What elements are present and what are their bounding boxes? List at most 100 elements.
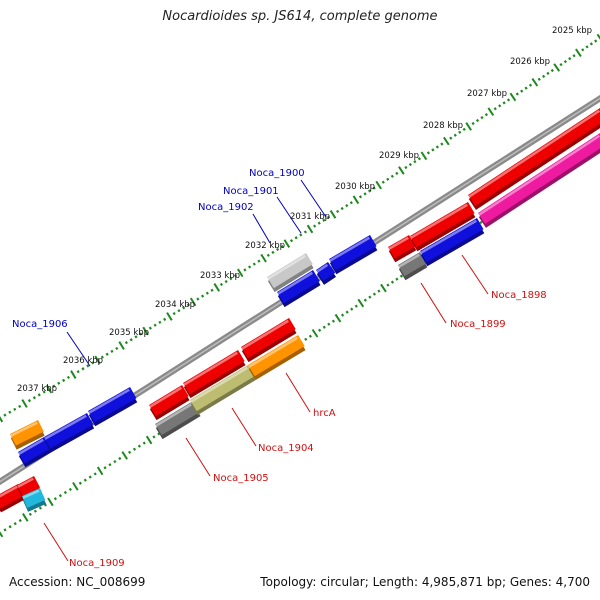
noca-1902-label[interactable]: Noca_1902 — [198, 202, 254, 213]
noca-1899-leader — [420, 282, 447, 324]
noca-1906-label[interactable]: Noca_1906 — [12, 319, 68, 330]
inner-tick — [350, 307, 354, 311]
gene-hrca[interactable] — [248, 335, 306, 381]
hrca-label[interactable]: hrcA — [313, 408, 336, 419]
outer-tick — [317, 221, 321, 225]
outer-tick — [27, 399, 32, 403]
outer-tick — [196, 297, 200, 301]
noca-1902-leader — [252, 213, 271, 244]
inner-tick — [118, 456, 122, 461]
outer-tick — [435, 145, 439, 149]
inner-tick — [368, 295, 372, 299]
noca-1900-leader — [300, 179, 327, 218]
noca-1899-label[interactable]: Noca_1899 — [450, 319, 506, 330]
scale-label: 2035 kbp — [109, 328, 149, 338]
outer-tick — [594, 39, 598, 43]
inner-tick — [137, 444, 141, 448]
gene-noca-1906-b[interactable] — [44, 413, 95, 453]
inner-tick — [479, 220, 483, 225]
outer-tick — [426, 151, 430, 155]
gene-inner-red-c[interactable] — [241, 318, 297, 363]
outer-tick — [186, 303, 190, 307]
inner-tick — [377, 289, 381, 293]
noca-1900-label[interactable]: Noca_1900 — [249, 168, 305, 179]
inner-tick — [390, 280, 395, 284]
noca-1901-leader — [276, 196, 302, 234]
noca-1909-leader — [43, 522, 69, 562]
outer-tick — [237, 268, 244, 278]
outer-tick — [21, 399, 28, 408]
gene-outer-red-c[interactable] — [468, 108, 600, 210]
outer-tick — [349, 201, 353, 205]
inner-tick — [96, 466, 104, 476]
inner-tick — [28, 512, 32, 516]
gene-inner-red-a[interactable] — [149, 385, 190, 421]
inner-tick — [304, 337, 308, 341]
outer-tick — [404, 165, 408, 170]
scale-label: 2027 kbp — [467, 89, 507, 99]
inner-tick — [121, 451, 128, 460]
inner-tick — [334, 313, 342, 323]
outer-tick — [86, 364, 90, 368]
inner-tick — [33, 509, 37, 513]
inner-tick — [0, 531, 4, 538]
outer-tick — [443, 136, 450, 146]
genes-label: Genes: — [509, 575, 552, 589]
inner-tick — [132, 447, 137, 451]
genome-stats: Topology: circular; Length: 4,985,871 bp… — [260, 575, 590, 589]
inner-tick — [318, 328, 322, 332]
gene-noca-1905[interactable] — [155, 401, 201, 440]
outer-tick — [553, 63, 561, 72]
inner-tick — [58, 494, 62, 498]
outer-tick — [502, 101, 506, 105]
gene-noca-1898[interactable] — [478, 133, 600, 228]
gene-noca-1900[interactable] — [329, 235, 378, 275]
outer-tick — [493, 107, 497, 111]
hrca-leader — [285, 372, 311, 413]
outer-tick — [8, 410, 12, 414]
gene-red-bottom-a[interactable] — [0, 484, 25, 513]
gene-noca-1906-c[interactable] — [88, 387, 138, 427]
gene-outer-red-b[interactable] — [410, 202, 476, 252]
noca-1901-label[interactable]: Noca_1901 — [223, 186, 279, 197]
accession-label: Accession: — [9, 575, 73, 589]
outer-tick — [509, 92, 517, 102]
outer-tick — [568, 57, 572, 61]
scale-label: 2031 kbp — [290, 212, 330, 222]
inner-tick — [22, 513, 29, 522]
gene-outer-red-a[interactable] — [388, 235, 417, 263]
gene-callouts: Noca_1900 Noca_1901 Noca_1902 Noca_1906 Noca… — [12, 168, 547, 569]
gene-noca-1899[interactable] — [398, 252, 428, 281]
outer-tick — [205, 291, 209, 295]
outer-tick — [498, 104, 502, 108]
gene-inner-red-b[interactable] — [183, 350, 246, 399]
noca-1905-label[interactable]: Noca_1905 — [213, 473, 269, 484]
inner-tick — [63, 490, 67, 495]
outer-tick — [546, 71, 550, 76]
noca-1909-label[interactable]: Noca_1909 — [69, 558, 125, 569]
inner-tick — [157, 432, 161, 436]
gene-noca-1901b[interactable] — [316, 262, 337, 285]
gene-outer-blue[interactable] — [420, 218, 485, 267]
outer-tick — [18, 404, 22, 409]
outer-tick — [260, 253, 267, 263]
gene-noca-1902[interactable] — [267, 253, 314, 293]
outer-tick — [440, 142, 444, 146]
noca-1904-label[interactable]: Noca_1904 — [258, 443, 314, 454]
noca-1898-label[interactable]: Noca_1898 — [491, 290, 547, 301]
outer-tick — [148, 326, 152, 330]
outer-tick — [252, 262, 256, 266]
gene-orange-left[interactable] — [10, 420, 45, 450]
gene-noca-1909[interactable] — [22, 488, 47, 512]
gene-noca-1901[interactable] — [277, 270, 321, 308]
gene-noca-1906-a[interactable] — [18, 437, 52, 468]
noca-1905-leader — [185, 437, 211, 477]
inner-tick — [357, 298, 365, 308]
gene-noca-1904[interactable] — [190, 365, 256, 416]
outer-tick — [484, 113, 488, 117]
outer-tick — [480, 115, 484, 120]
outer-tick — [139, 332, 143, 336]
outer-tick — [45, 384, 53, 394]
inner-tick — [88, 475, 92, 479]
